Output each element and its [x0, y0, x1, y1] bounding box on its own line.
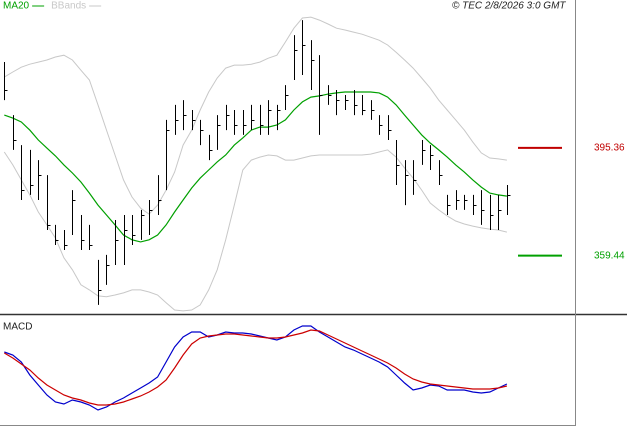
level-label-bg	[588, 248, 626, 263]
marks-layer	[3, 16, 562, 411]
indicator-line	[4, 91, 507, 243]
level-label: 395.36	[594, 143, 625, 154]
indicator-line	[3, 149, 508, 312]
level-label: 359.44	[594, 250, 625, 261]
indicator-line	[4, 16, 507, 215]
labels-layer: MA20 BBands 395.36 359.44	[3, 1, 626, 263]
legend-label: BBands	[51, 1, 86, 12]
level-label-bg	[588, 140, 626, 155]
indicator-line	[3, 329, 508, 406]
source-note: © TEC 2/8/2026 3:0 GMT	[452, 1, 566, 12]
legend-label: MA20	[3, 1, 30, 12]
panel-title: MACD	[3, 322, 32, 333]
indicator-line	[4, 325, 508, 411]
